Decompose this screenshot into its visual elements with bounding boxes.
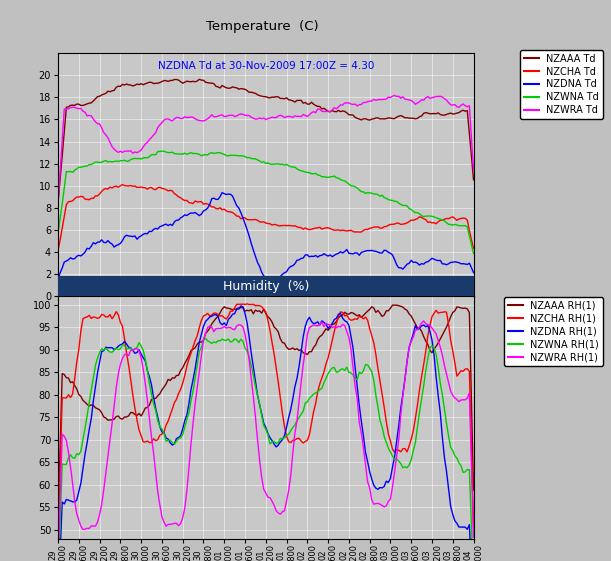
Legend: NZAAA RH(1), NZCHA RH(1), NZDNA RH(1), NZWNA RH(1), NZWRA RH(1): NZAAA RH(1), NZCHA RH(1), NZDNA RH(1), N…: [504, 297, 603, 366]
Text: Temperature  (C): Temperature (C): [207, 20, 319, 33]
Text: NZDNA Td at 30-Nov-2009 17:00Z = 4.30: NZDNA Td at 30-Nov-2009 17:00Z = 4.30: [158, 61, 374, 71]
Legend: NZAAA Td, NZCHA Td, NZDNA Td, NZWNA Td, NZWRA Td: NZAAA Td, NZCHA Td, NZDNA Td, NZWNA Td, …: [520, 50, 603, 119]
Text: Humidity  (%): Humidity (%): [222, 279, 309, 293]
